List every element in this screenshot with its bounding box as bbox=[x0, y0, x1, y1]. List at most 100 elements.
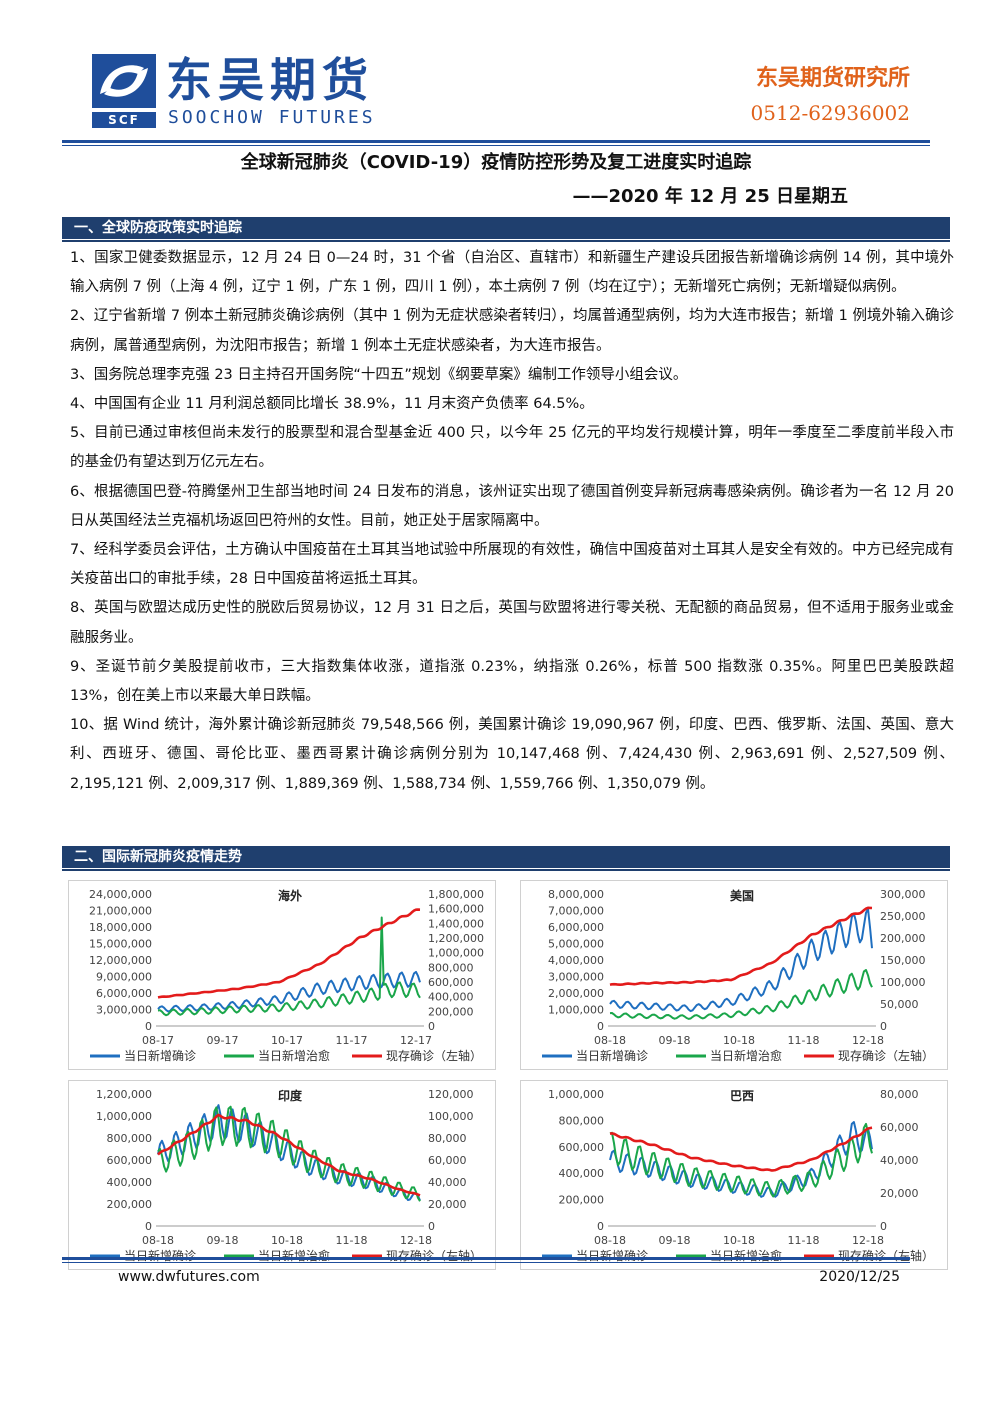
report-title: 全球新冠肺炎（COVID-19）疫情防控形势及复工进度实时追踪 bbox=[240, 152, 752, 173]
y-right-tick-label: 1,600,000 bbox=[428, 903, 484, 916]
chart-title: 印度 bbox=[278, 1088, 303, 1103]
y-left-tick-label: 24,000,000 bbox=[89, 888, 152, 901]
chart-frame bbox=[520, 880, 948, 1070]
y-right-tick-label: 40,000 bbox=[428, 1176, 467, 1189]
chart-title: 海外 bbox=[278, 888, 302, 903]
y-right-tick-label: 0 bbox=[428, 1220, 435, 1233]
y-left-tick-label: 600,000 bbox=[559, 1141, 605, 1154]
news-item: 7、经科学委员会评估，土方确认中国疫苗在土耳其当地试验中所展现的有效性，确信中国… bbox=[70, 542, 954, 588]
y-left-tick-label: 4,000,000 bbox=[548, 954, 604, 967]
company-logo: SCF 东吴期货 SOOCHOW FUTURES bbox=[92, 52, 402, 130]
y-left-tick-label: 2,000,000 bbox=[548, 987, 604, 1000]
x-tick-label: 12-18 bbox=[400, 1234, 432, 1247]
x-tick-label: 08-17 bbox=[142, 1034, 174, 1047]
series-line bbox=[609, 908, 873, 1013]
y-left-tick-label: 1,200,000 bbox=[96, 1088, 152, 1101]
news-item: 2、辽宁省新增 7 例本土新冠肺炎确诊病例（其中 1 例为无症状感染者转归），均… bbox=[70, 308, 954, 354]
news-item: 9、圣诞节前夕美股提前收市，三大指数集体收涨，道指涨 0.23%，纳指涨 0.2… bbox=[70, 658, 954, 705]
header-divider-thin bbox=[62, 145, 930, 146]
news-item: 5、目前已通过审核但尚未发行的股票型和混合型基金近 400 只，以今年 25 亿… bbox=[70, 425, 954, 471]
institute-phone: 0512-62936002 bbox=[750, 101, 910, 125]
y-left-tick-label: 400,000 bbox=[559, 1167, 605, 1180]
news-list: 1、国家卫健委数据显示，12 月 24 日 0—24 时，31 个省（自治区、直… bbox=[70, 244, 954, 799]
y-right-tick-label: 250,000 bbox=[880, 910, 926, 923]
y-right-tick-label: 20,000 bbox=[428, 1198, 467, 1211]
x-tick-label: 12-17 bbox=[400, 1034, 432, 1047]
legend-label: 当日新增治愈 bbox=[258, 1048, 330, 1063]
y-left-tick-label: 15,000,000 bbox=[89, 938, 152, 951]
y-right-tick-label: 100,000 bbox=[428, 1110, 474, 1123]
legend-label: 当日新增确诊 bbox=[576, 1048, 648, 1063]
y-right-tick-label: 150,000 bbox=[880, 954, 926, 967]
legend-label: 当日新增确诊 bbox=[576, 1248, 648, 1263]
x-tick-label: 10-18 bbox=[723, 1034, 755, 1047]
y-left-tick-label: 1,000,000 bbox=[548, 1004, 604, 1017]
y-right-tick-label: 60,000 bbox=[880, 1121, 919, 1134]
y-right-tick-label: 600,000 bbox=[428, 976, 474, 989]
y-left-tick-label: 1,000,000 bbox=[548, 1088, 604, 1101]
y-right-tick-label: 300,000 bbox=[880, 888, 926, 901]
x-tick-label: 10-18 bbox=[723, 1234, 755, 1247]
y-right-tick-label: 1,000,000 bbox=[428, 947, 484, 960]
chart-india-svg: 印度 1,200,000 1,000,000 800,000 600,000 400,00… bbox=[68, 1080, 496, 1270]
chart-usa-svg: 美国 8,000,000 7,000,000 6,000,000 5,000,000 4,… bbox=[520, 880, 948, 1070]
y-left-tick-label: 6,000,000 bbox=[96, 987, 152, 1000]
series-line bbox=[609, 969, 873, 1020]
news-item: 8、英国与欧盟达成历史性的脱欧后贸易协议，12 月 31 日之后，英国与欧盟将进… bbox=[70, 600, 954, 646]
y-left-tick-label: 18,000,000 bbox=[89, 921, 152, 934]
y-left-tick-label: 7,000,000 bbox=[548, 905, 604, 918]
x-tick-label: 11-17 bbox=[336, 1034, 368, 1047]
y-left-tick-label: 800,000 bbox=[559, 1114, 605, 1127]
chart-title: 巴西 bbox=[730, 1089, 754, 1103]
legend-label: 现存确诊（左轴） bbox=[838, 1048, 934, 1063]
report-date: ——2020 年 12 月 25 日星期五 bbox=[572, 186, 848, 207]
x-tick-label: 08-18 bbox=[142, 1234, 174, 1247]
y-left-tick-label: 12,000,000 bbox=[89, 954, 152, 967]
section-heading-trend: 二、国际新冠肺炎疫情走势 bbox=[62, 846, 950, 871]
y-right-tick-label: 0 bbox=[880, 1020, 887, 1033]
series-line bbox=[609, 906, 873, 987]
footer-url: www.dwfutures.com bbox=[118, 1269, 260, 1285]
logo-chinese-name: 东吴期货 bbox=[166, 53, 374, 107]
x-tick-label: 10-18 bbox=[271, 1234, 303, 1247]
legend-label: 现存确诊（左轴） bbox=[838, 1248, 934, 1263]
x-tick-label: 09-18 bbox=[659, 1034, 691, 1047]
y-left-tick-label: 600,000 bbox=[107, 1154, 153, 1167]
x-tick-label: 12-18 bbox=[852, 1034, 884, 1047]
legend-label: 当日新增治愈 bbox=[258, 1248, 330, 1263]
news-item: 1、国家卫健委数据显示，12 月 24 日 0—24 时，31 个省（自治区、直… bbox=[70, 250, 954, 296]
x-tick-label: 10-17 bbox=[271, 1034, 303, 1047]
y-left-tick-label: 0 bbox=[145, 1020, 152, 1033]
chart-frame bbox=[68, 880, 496, 1070]
logo-scf-text: SCF bbox=[92, 112, 156, 128]
y-left-tick-label: 0 bbox=[597, 1220, 604, 1233]
y-right-tick-label: 0 bbox=[880, 1220, 887, 1233]
chart-india: 印度 1,200,000 1,000,000 800,000 600,000 400,00… bbox=[68, 1080, 496, 1270]
y-right-tick-label: 200,000 bbox=[880, 932, 926, 945]
y-left-tick-label: 6,000,000 bbox=[548, 921, 604, 934]
legend-label: 当日新增确诊 bbox=[124, 1248, 196, 1263]
y-left-tick-label: 3,000,000 bbox=[548, 971, 604, 984]
logo-mark-icon bbox=[92, 54, 156, 108]
footer-divider bbox=[62, 1257, 910, 1260]
news-item: 3、国务院总理李克强 23 日主持召开国务院“十四五”规划《纲要草案》编制工作领… bbox=[70, 366, 688, 383]
y-left-tick-label: 0 bbox=[597, 1020, 604, 1033]
y-right-tick-label: 0 bbox=[428, 1020, 435, 1033]
section-heading-policy: 一、全球防疫政策实时追踪 bbox=[62, 217, 950, 242]
y-right-tick-label: 80,000 bbox=[880, 1088, 919, 1101]
x-tick-label: 08-18 bbox=[594, 1234, 626, 1247]
y-left-tick-label: 9,000,000 bbox=[96, 971, 152, 984]
institute-name: 东吴期货研究所 bbox=[755, 66, 910, 91]
chart-usa: 美国 8,000,000 7,000,000 6,000,000 5,000,000 4,… bbox=[520, 880, 948, 1070]
x-tick-label: 11-18 bbox=[788, 1234, 820, 1247]
x-tick-label: 08-18 bbox=[594, 1034, 626, 1047]
y-left-tick-label: 8,000,000 bbox=[548, 888, 604, 901]
legend-label: 当日新增治愈 bbox=[710, 1048, 782, 1063]
x-tick-label: 09-17 bbox=[207, 1034, 239, 1047]
chart-overseas: 海外 24,000,000 21,000,000 18,000,000 15,000,0… bbox=[68, 880, 496, 1070]
page-header: SCF 东吴期货 SOOCHOW FUTURES 东吴期货研究所 0512-62… bbox=[0, 0, 992, 150]
x-tick-label: 11-18 bbox=[788, 1034, 820, 1047]
x-tick-label: 09-18 bbox=[207, 1234, 239, 1247]
y-right-tick-label: 800,000 bbox=[428, 961, 474, 974]
chart-frame bbox=[68, 1080, 496, 1270]
